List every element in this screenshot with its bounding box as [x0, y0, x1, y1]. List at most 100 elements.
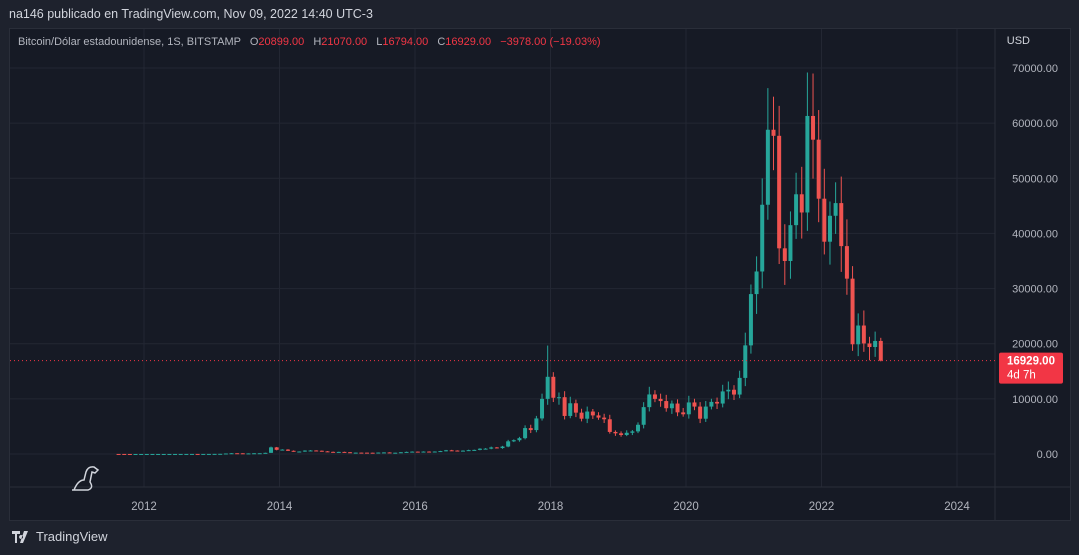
- candle-body: [184, 453, 189, 455]
- candle-body: [325, 451, 330, 453]
- candle-body: [302, 450, 307, 452]
- high-label: H: [313, 36, 322, 48]
- candle-body: [726, 389, 731, 392]
- candle-body: [257, 453, 262, 455]
- candle-body: [269, 447, 274, 453]
- symbol-name: Bitcoin/Dólar estadounidense, 1S, BITSTA…: [18, 36, 241, 48]
- candle-body: [839, 203, 844, 247]
- candle-body: [596, 415, 601, 418]
- candle-body: [664, 401, 669, 409]
- candle-body: [686, 402, 691, 415]
- candle-body: [489, 447, 494, 449]
- candle-body: [314, 450, 319, 452]
- candle-body: [393, 452, 398, 454]
- candle-body: [449, 450, 454, 452]
- candle-body: [139, 453, 144, 455]
- candle-body: [760, 204, 765, 272]
- candle-body: [342, 451, 347, 453]
- candle-body: [421, 451, 426, 453]
- x-tick-label: 2014: [267, 501, 293, 513]
- candle-body: [240, 453, 245, 455]
- candle-body: [754, 271, 759, 295]
- candle-body: [731, 389, 736, 395]
- candle-body: [116, 453, 121, 455]
- open-value: 20899.00: [258, 36, 305, 48]
- last-price-badge: [999, 352, 1063, 384]
- candle-body: [788, 225, 793, 261]
- candle-body: [641, 407, 646, 425]
- candle-body: [229, 453, 234, 455]
- candle-body: [291, 450, 296, 452]
- footer-brand[interactable]: TradingView: [12, 529, 108, 544]
- candle-body: [805, 115, 810, 213]
- candle-body: [398, 452, 403, 454]
- candle-body: [562, 397, 567, 416]
- currency-label: USD: [1007, 35, 1030, 47]
- candle-body: [133, 453, 138, 455]
- candle-body: [709, 401, 714, 407]
- candle-body: [647, 394, 652, 408]
- candle-body: [856, 325, 861, 345]
- candle-body: [556, 397, 561, 399]
- candle-body: [590, 411, 595, 416]
- candle-body: [500, 446, 505, 449]
- candle-body: [348, 452, 353, 454]
- candle-body: [415, 451, 420, 453]
- candle-body: [432, 451, 437, 453]
- x-tick-label: 2012: [131, 501, 157, 513]
- candle-body: [585, 411, 590, 419]
- candle-body: [201, 453, 206, 455]
- candle-body: [235, 453, 240, 455]
- chart-panel[interactable]: [9, 28, 1071, 521]
- candle-body: [252, 453, 257, 455]
- candle-body: [782, 248, 787, 261]
- candle-body: [528, 428, 533, 431]
- candle-body: [669, 403, 674, 409]
- candle-body: [161, 453, 166, 455]
- y-tick-label: 10000.00: [1012, 394, 1058, 406]
- candle-body: [212, 453, 217, 455]
- last-price-label: 16929.00: [1007, 356, 1055, 368]
- candle-body: [438, 451, 443, 453]
- candle-body: [483, 448, 488, 450]
- bar-countdown-label: 4d 7h: [1007, 370, 1036, 382]
- x-tick-label: 2022: [809, 501, 835, 513]
- low-value: 16794.00: [382, 36, 429, 48]
- candle-body: [771, 129, 776, 136]
- candle-body: [444, 450, 449, 452]
- candle-body: [850, 278, 855, 345]
- close-value: 16929.00: [445, 36, 492, 48]
- candle-body: [602, 417, 607, 420]
- candle-body: [607, 419, 612, 432]
- candle-body: [218, 453, 223, 455]
- candle-body: [376, 452, 381, 454]
- candle-body: [523, 428, 528, 439]
- candle-body: [189, 453, 194, 455]
- candle-body: [365, 452, 370, 454]
- candle-body: [167, 453, 172, 455]
- publish-info: na146 publicado en TradingView.com, Nov …: [9, 7, 373, 21]
- candle-body: [466, 450, 471, 452]
- dinosaur-icon: [72, 466, 100, 491]
- y-tick-label: 0.00: [1037, 449, 1058, 461]
- candle-body: [630, 431, 635, 433]
- candle-body: [156, 453, 161, 455]
- candle-body: [861, 325, 866, 344]
- candle-body: [613, 431, 618, 434]
- candle-body: [624, 432, 629, 435]
- candle-body: [206, 453, 211, 455]
- candle-body: [844, 246, 849, 279]
- low-label: L: [376, 36, 383, 48]
- candle-body: [636, 424, 641, 432]
- candle-body: [765, 129, 770, 205]
- candle-body: [427, 451, 432, 453]
- candle-body: [381, 452, 386, 454]
- candle-body: [460, 450, 465, 452]
- candle-body: [274, 447, 279, 450]
- candle-body: [867, 343, 872, 348]
- candle-body: [545, 376, 550, 399]
- candle-body: [619, 433, 624, 435]
- candle-body: [370, 452, 375, 454]
